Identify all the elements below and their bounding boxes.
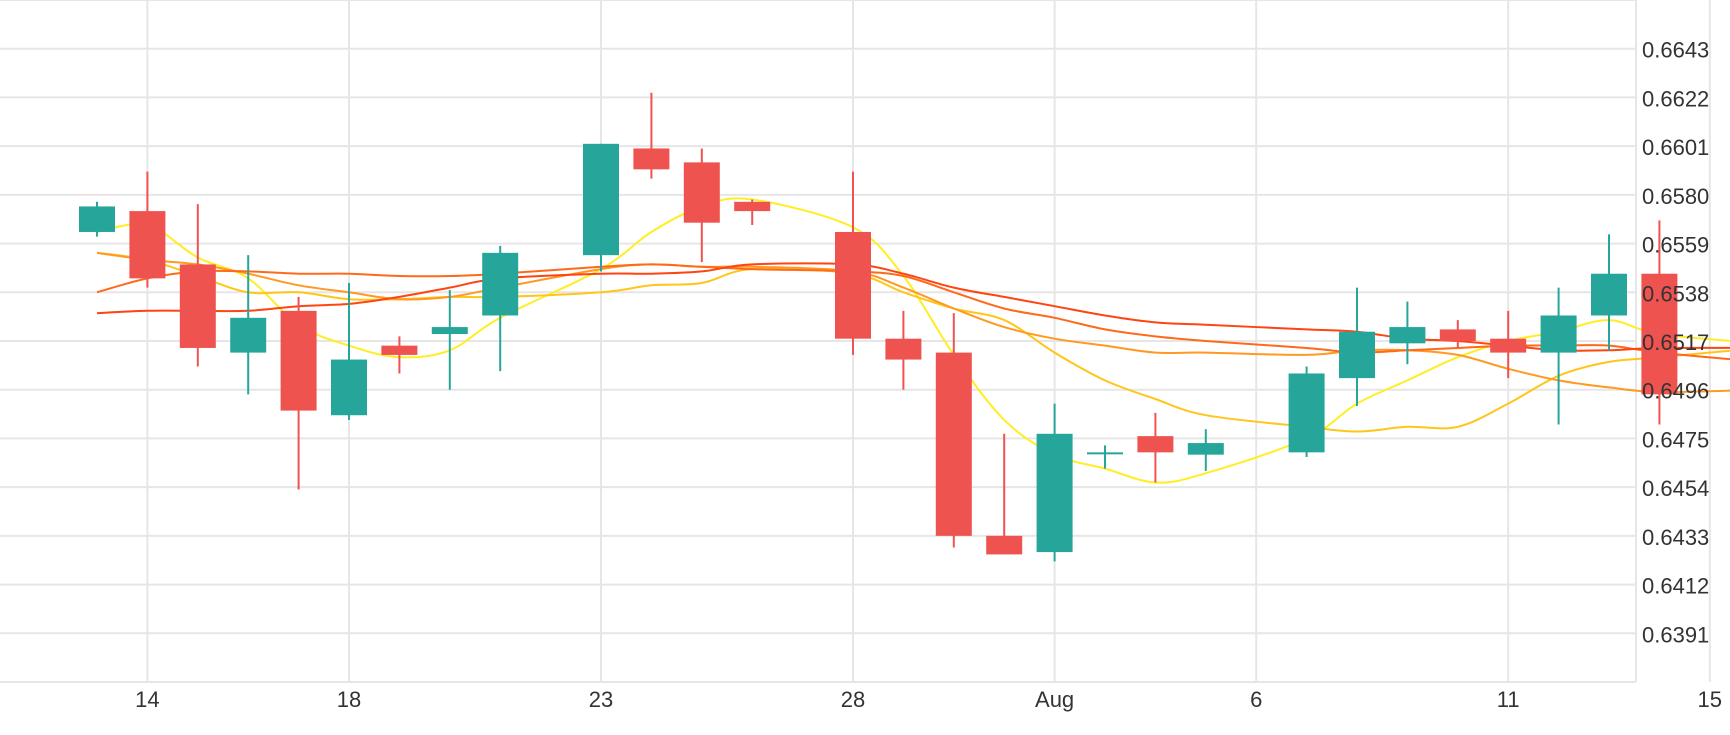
candle[interactable] xyxy=(179,204,216,367)
moving-average-line-4 xyxy=(96,263,1730,361)
candle-body xyxy=(179,264,216,348)
candle[interactable] xyxy=(633,92,670,179)
candle[interactable] xyxy=(1591,234,1627,351)
candle-body xyxy=(79,206,115,232)
candle-body xyxy=(431,327,468,335)
candle[interactable] xyxy=(1087,445,1123,469)
candle-body xyxy=(129,211,166,279)
candle-body xyxy=(230,317,267,353)
candle-body xyxy=(835,231,871,339)
y-tick-label: 0.6391 xyxy=(1642,622,1709,647)
candle-body xyxy=(280,310,317,411)
x-tick-label: 18 xyxy=(337,687,361,712)
axes: 0.6391 0.6412 0.6433 0.6454 0.6475 0.6496 0.65… xyxy=(135,38,1722,712)
candle[interactable] xyxy=(885,310,922,390)
y-tick-label: 0.6475 xyxy=(1642,427,1709,452)
y-tick-label: 0.6517 xyxy=(1642,330,1709,355)
grid-lines xyxy=(0,0,1711,683)
candle[interactable] xyxy=(129,171,166,288)
y-tick-label: 0.6601 xyxy=(1642,135,1709,160)
candle[interactable] xyxy=(280,296,317,490)
candle-body xyxy=(1591,273,1627,316)
moving-average-line-5 xyxy=(96,262,1730,352)
candle[interactable] xyxy=(1339,287,1375,406)
candle[interactable] xyxy=(381,336,418,374)
candle[interactable] xyxy=(1490,310,1527,379)
x-tick-label: 14 xyxy=(135,687,159,712)
candle-body xyxy=(633,148,670,170)
candle[interactable] xyxy=(1389,301,1426,365)
candle-body xyxy=(331,359,367,416)
candle-body xyxy=(734,201,771,212)
candle[interactable] xyxy=(1137,412,1174,483)
candle[interactable] xyxy=(935,313,972,548)
candle[interactable] xyxy=(331,283,367,420)
candle[interactable] xyxy=(1641,220,1678,425)
candle-body xyxy=(1036,433,1073,553)
candle-body xyxy=(482,252,519,316)
candle-body xyxy=(583,143,619,256)
x-tick-label: 23 xyxy=(589,687,613,712)
candle[interactable] xyxy=(734,199,771,226)
candle[interactable] xyxy=(79,201,115,237)
candle-body xyxy=(1389,327,1426,344)
y-tick-label: 0.6433 xyxy=(1642,525,1709,550)
candle-body xyxy=(1087,452,1123,455)
candle[interactable] xyxy=(431,289,468,390)
candle[interactable] xyxy=(835,171,871,355)
candle[interactable] xyxy=(1036,403,1073,562)
y-tick-label: 0.6643 xyxy=(1642,38,1709,63)
candle-body xyxy=(381,345,418,355)
candle-body xyxy=(885,338,922,360)
candle[interactable] xyxy=(1540,287,1577,425)
candle-body xyxy=(1187,443,1224,455)
x-tick-label: 11 xyxy=(1497,687,1520,712)
candle-body xyxy=(1288,373,1325,453)
candle-body xyxy=(1540,315,1577,353)
candle-body xyxy=(1641,273,1678,395)
candle-body xyxy=(1137,436,1174,453)
candle[interactable] xyxy=(1187,429,1224,471)
x-tick-label: 6 xyxy=(1250,687,1262,712)
candle-body xyxy=(935,352,972,536)
candle[interactable] xyxy=(583,143,619,272)
y-tick-label: 0.6559 xyxy=(1642,233,1709,258)
y-tick-label: 0.6412 xyxy=(1642,574,1709,599)
candle-body xyxy=(1490,338,1527,353)
candle[interactable] xyxy=(482,245,519,372)
x-tick-label: Aug xyxy=(1035,687,1074,712)
candle[interactable] xyxy=(683,148,720,263)
candle[interactable] xyxy=(1439,320,1476,348)
candle[interactable] xyxy=(1288,366,1325,457)
y-tick-label: 0.6580 xyxy=(1642,184,1709,209)
y-tick-label: 0.6622 xyxy=(1642,86,1709,111)
x-tick-label: 28 xyxy=(841,687,865,712)
y-tick-label: 0.6496 xyxy=(1642,379,1709,404)
candle-body xyxy=(683,162,720,223)
y-tick-label: 0.6538 xyxy=(1642,281,1709,306)
y-tick-label: 0.6454 xyxy=(1642,476,1709,501)
candle[interactable] xyxy=(230,255,267,395)
candle-body xyxy=(1339,331,1375,379)
candle-body xyxy=(1439,329,1476,341)
candle[interactable] xyxy=(986,433,1023,555)
candles xyxy=(79,92,1678,562)
candle-body xyxy=(986,535,1023,555)
x-tick-label: 15 xyxy=(1698,687,1722,712)
